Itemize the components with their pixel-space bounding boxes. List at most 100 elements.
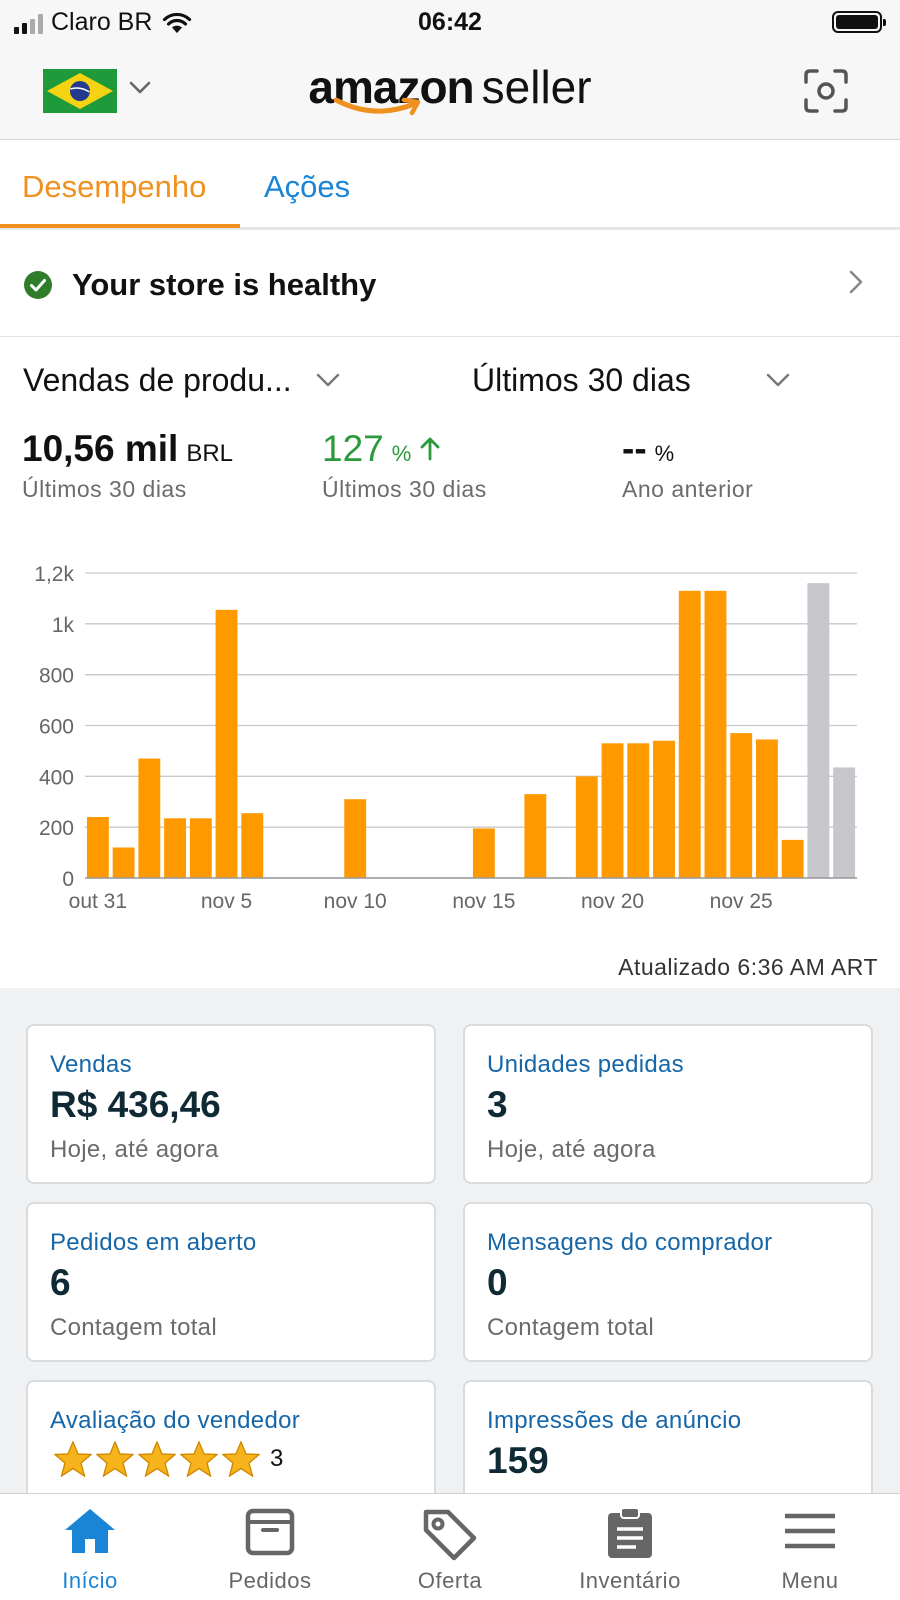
metric-previous-year-value: -- (622, 428, 647, 469)
bar (344, 799, 367, 878)
chevron-right-icon (849, 270, 863, 294)
star-icon (180, 1441, 218, 1477)
tab-desempenho[interactable]: Desempenho (22, 169, 207, 204)
summary-cards-area: Vendas R$ 436,46 Hoje, até agora Unidade… (0, 988, 900, 1540)
card-subtitle: Contagem total (50, 1314, 217, 1341)
rating-count: 3 (270, 1445, 284, 1472)
carrier-name: Claro BR (51, 8, 153, 36)
wifi-icon (163, 12, 192, 33)
x-tick-label: nov 15 (452, 890, 515, 913)
metric-selector[interactable]: Vendas de produ... (23, 362, 292, 398)
card-subtitle: Hoje, até agora (50, 1136, 219, 1163)
nav-label: Inventário (579, 1568, 681, 1593)
metric-dropdown-chevron-icon[interactable] (316, 372, 340, 388)
card-pedidos-em-aberto[interactable]: Pedidos em aberto 6 Contagem total (26, 1202, 436, 1362)
bottom-navigation: Início Pedidos Oferta Inventário Menu (0, 1493, 900, 1600)
bar (164, 818, 187, 878)
hamburger-menu-icon (785, 1513, 835, 1549)
period-dropdown-chevron-icon[interactable] (766, 372, 790, 388)
signal-strength-icon (14, 12, 43, 34)
bar (524, 794, 547, 878)
bar (781, 839, 804, 878)
star-icon (222, 1441, 260, 1477)
star-icon (96, 1441, 134, 1477)
card-title: Avaliação do vendedor (50, 1407, 301, 1434)
y-tick-label: 600 (39, 716, 74, 739)
bar (138, 758, 161, 878)
battery-icon (832, 11, 886, 33)
tab-acoes[interactable]: Ações (264, 169, 351, 204)
status-time: 06:42 (418, 8, 482, 36)
metric-previous-year: --% Ano anterior (622, 428, 753, 503)
bar (678, 590, 701, 878)
nav-label: Início (62, 1568, 118, 1593)
metric-previous-year-unit: % (654, 441, 675, 466)
x-tick-label: nov 10 (324, 890, 387, 913)
metric-growth: 127% Últimos 30 dias (322, 428, 487, 503)
card-title: Unidades pedidas (487, 1051, 684, 1078)
star-icon (54, 1441, 92, 1477)
nav-menu[interactable]: Menu (720, 1494, 900, 1600)
card-title: Vendas (50, 1051, 132, 1078)
card-value: 0 (487, 1262, 508, 1303)
x-tick-label: nov 5 (201, 890, 252, 913)
period-selector[interactable]: Últimos 30 dias (472, 362, 691, 398)
store-health-text: Your store is healthy (72, 267, 377, 302)
sales-bar-chart: 0 200 400 600 800 1k 1,2k out 31 nov 5 nov 10 nov … (34, 563, 857, 913)
bar (833, 767, 856, 878)
status-left: Claro BR (14, 8, 194, 37)
x-tick-label: out 31 (69, 890, 127, 913)
card-value: 159 (487, 1440, 549, 1481)
last-updated-text: Atualizado 6:36 AM ART (618, 954, 878, 980)
nav-inicio[interactable]: Início (0, 1494, 180, 1600)
nav-label: Menu (781, 1568, 839, 1593)
metric-growth-label: Últimos 30 dias (322, 476, 487, 502)
metric-total-sales-unit: BRL (186, 440, 234, 467)
bar (86, 817, 109, 878)
camera-scan-icon[interactable] (804, 69, 848, 113)
card-title: Mensagens do comprador (487, 1229, 773, 1256)
card-mensagens-do-comprador[interactable]: Mensagens do comprador 0 Contagem total (463, 1202, 873, 1362)
bar (189, 818, 212, 878)
box-icon (245, 1508, 295, 1556)
logo-product-text: seller (481, 61, 592, 113)
tag-icon (423, 1509, 477, 1561)
card-value: R$ 436,46 (50, 1084, 221, 1125)
card-subtitle: Hoje, até agora (487, 1136, 656, 1163)
store-health-row[interactable]: Your store is healthy (0, 233, 900, 337)
y-tick-label: 400 (39, 766, 74, 789)
nav-inventario[interactable]: Inventário (540, 1494, 720, 1600)
nav-label: Oferta (417, 1568, 483, 1593)
amazon-seller-logo: amazon seller (0, 60, 900, 114)
bar (472, 828, 495, 878)
nav-pedidos[interactable]: Pedidos (180, 1494, 360, 1600)
y-tick-label: 800 (39, 665, 74, 688)
bar (241, 813, 264, 878)
card-unidades-pedidas[interactable]: Unidades pedidas 3 Hoje, até agora (463, 1024, 873, 1184)
card-subtitle: Contagem total (487, 1314, 654, 1341)
y-tick-label: 1k (52, 614, 75, 637)
status-bar: Claro BR 06:42 (0, 0, 900, 44)
bar (730, 733, 753, 878)
check-circle-icon (24, 271, 52, 299)
metric-growth-unit: % (391, 441, 412, 466)
card-vendas[interactable]: Vendas R$ 436,46 Hoje, até agora (26, 1024, 436, 1184)
nav-oferta[interactable]: Oferta (360, 1494, 540, 1600)
country-dropdown-chevron-icon[interactable] (128, 76, 152, 100)
y-tick-label: 200 (39, 817, 74, 840)
bar (601, 743, 624, 878)
arrow-up-icon (420, 437, 440, 461)
x-tick-label: nov 25 (710, 890, 773, 913)
x-tick-label: nov 20 (581, 890, 644, 913)
metric-previous-year-label: Ano anterior (622, 476, 754, 502)
metric-growth-value: 127 (322, 428, 384, 469)
active-tab-indicator (0, 224, 240, 228)
card-value: 6 (50, 1262, 71, 1303)
card-title: Impressões de anúncio (487, 1407, 742, 1434)
bar (112, 847, 135, 878)
bar (755, 739, 778, 878)
bar (575, 776, 598, 878)
y-tick-label: 1,2k (34, 563, 74, 586)
card-title: Pedidos em aberto (50, 1229, 257, 1256)
card-value: 3 (487, 1084, 508, 1125)
